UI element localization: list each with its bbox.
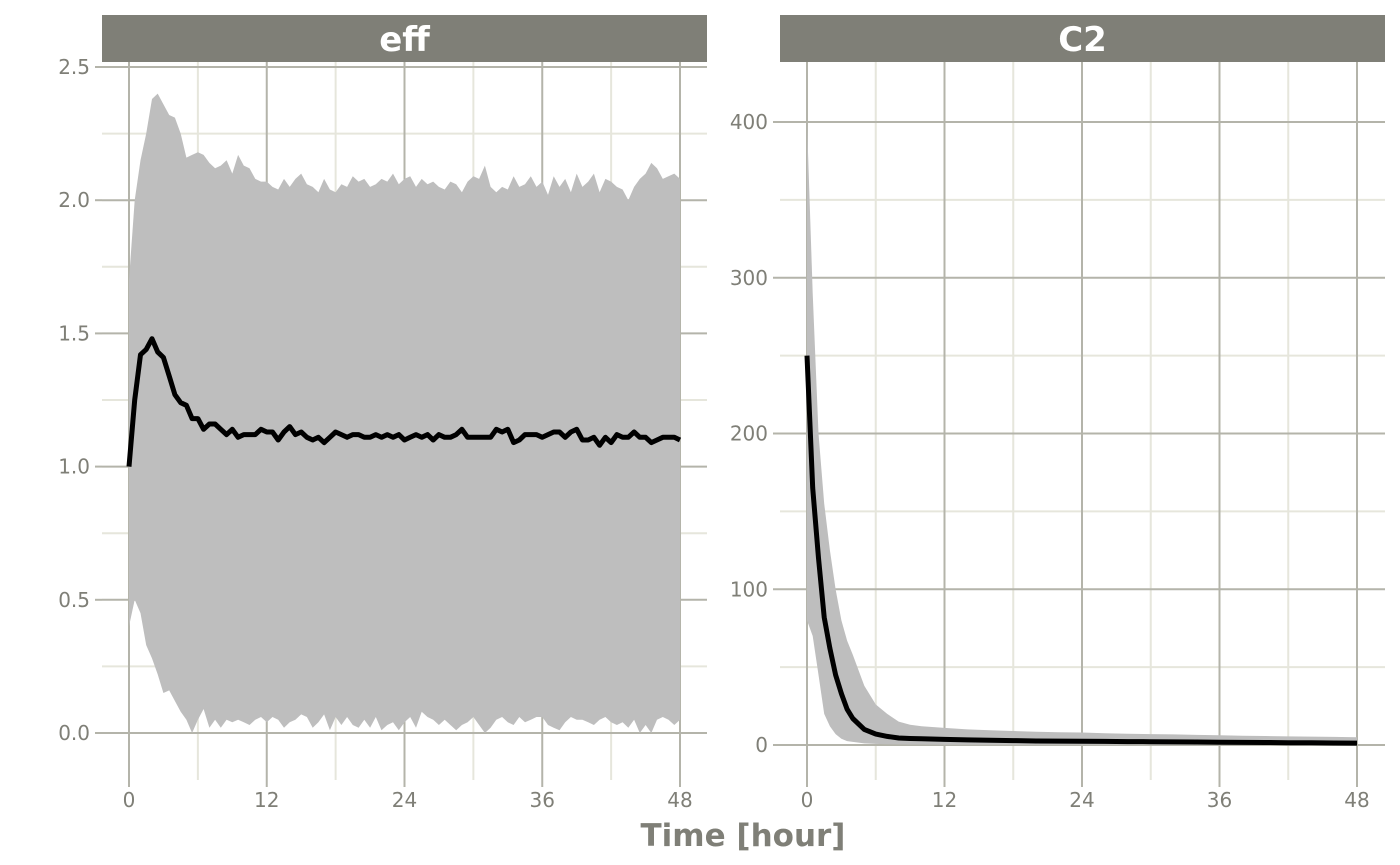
y-tick-label: 300 [730, 266, 768, 290]
y-tick-label: 100 [730, 577, 768, 601]
x-tick-label: 36 [1207, 788, 1232, 812]
y-tick-label: 2.0 [58, 188, 90, 212]
facet-strip [102, 15, 707, 62]
x-tick-label: 0 [123, 788, 136, 812]
x-tick-label: 24 [392, 788, 417, 812]
interval-ribbon [129, 93, 680, 734]
panel-eff: eff 0 12 24 36 48 0.0 0.5 1.0 1.5 2.0 2.5 [58, 15, 707, 812]
interval-ribbon [807, 122, 1357, 745]
y-tick-label: 0.0 [58, 721, 90, 745]
y-tick-label: 1.0 [58, 455, 90, 479]
x-axis-title: Time [hour] [641, 818, 846, 854]
y-tick-label: 0 [755, 733, 768, 757]
y-tick-label: 2.5 [58, 55, 90, 79]
x-tick-label: 48 [1344, 788, 1369, 812]
x-tick-label: 24 [1069, 788, 1094, 812]
facet-strip-label: eff [379, 20, 430, 60]
y-tick-label: 0.5 [58, 588, 90, 612]
median-line [804, 355, 1358, 746]
facet-strip [780, 15, 1385, 62]
x-tick-label: 12 [932, 788, 957, 812]
panel-c2: C2 0 12 24 36 48 0 100 200 300 400 [730, 15, 1385, 812]
x-tick-label: 12 [254, 788, 279, 812]
y-tick-label: 200 [730, 422, 768, 446]
median-line [126, 336, 682, 467]
x-tick-label: 0 [801, 788, 814, 812]
y-tick-label: 400 [730, 110, 768, 134]
facet-strip-label: C2 [1058, 20, 1107, 60]
x-tick-label: 36 [530, 788, 555, 812]
x-tick-label: 48 [667, 788, 692, 812]
y-tick-label: 1.5 [58, 321, 90, 345]
